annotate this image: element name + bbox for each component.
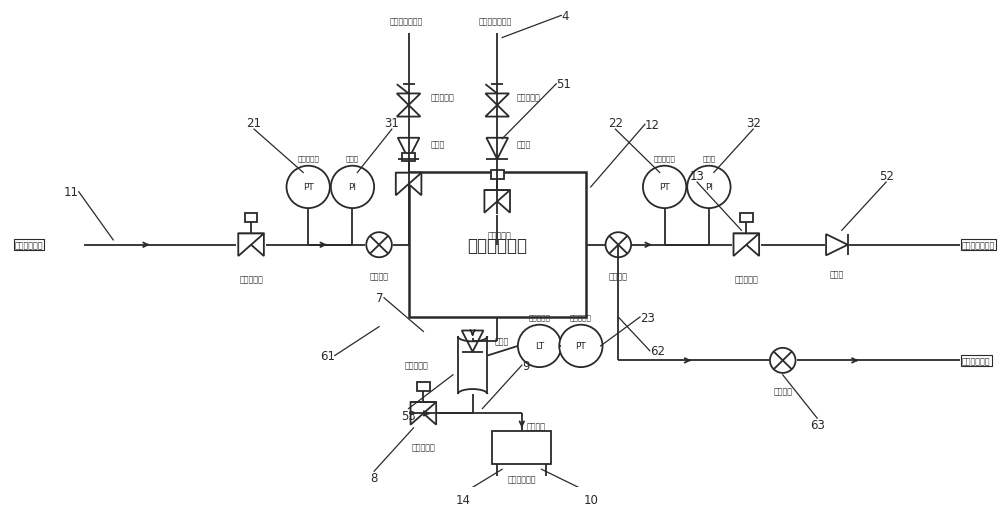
Text: 手动截止鄀: 手动截止鄀 (430, 93, 454, 103)
Polygon shape (396, 173, 421, 196)
Text: 气液分离器: 气液分离器 (405, 361, 428, 370)
Text: 10: 10 (583, 493, 598, 505)
Polygon shape (734, 234, 759, 257)
Text: PT: PT (576, 342, 586, 350)
Text: 7: 7 (376, 292, 384, 305)
Text: 压力变送器: 压力变送器 (297, 156, 319, 162)
Text: 8: 8 (370, 471, 378, 484)
Text: 手动球鄀: 手动球鄀 (609, 272, 628, 280)
Text: 单向鄀: 单向鄀 (430, 140, 445, 149)
Text: 吹扫置换气入口: 吹扫置换气入口 (479, 18, 512, 27)
Polygon shape (238, 234, 264, 257)
Text: 61: 61 (320, 349, 335, 362)
Text: 压力变送器: 压力变送器 (570, 314, 592, 321)
Text: LT: LT (535, 342, 544, 350)
Text: 31: 31 (384, 117, 399, 130)
Bar (409, 173, 586, 317)
Text: 51: 51 (556, 78, 571, 91)
Circle shape (770, 348, 796, 373)
Circle shape (643, 166, 686, 209)
Text: PT: PT (659, 183, 670, 192)
Text: PI: PI (348, 183, 356, 192)
Text: 62: 62 (650, 344, 665, 358)
Text: 12: 12 (645, 119, 660, 131)
Circle shape (287, 166, 330, 209)
Polygon shape (411, 402, 436, 425)
Text: 9: 9 (522, 359, 529, 372)
Text: 氢气分离装置: 氢气分离装置 (467, 236, 527, 254)
Circle shape (518, 325, 561, 368)
Text: 吹扫置换气入口: 吹扫置换气入口 (390, 18, 423, 27)
Polygon shape (238, 234, 264, 257)
Circle shape (559, 325, 603, 368)
Text: 14: 14 (455, 493, 470, 505)
Polygon shape (486, 138, 508, 160)
Text: 手动球鄀: 手动球鄀 (773, 387, 792, 396)
Text: PI: PI (705, 183, 713, 192)
Polygon shape (411, 402, 436, 425)
Text: 压力表: 压力表 (702, 156, 715, 162)
Text: 4: 4 (561, 10, 569, 23)
Text: 压力表: 压力表 (346, 156, 359, 162)
Text: 23: 23 (640, 311, 655, 324)
Text: 自动控制鄀: 自动控制鄀 (239, 274, 263, 283)
Circle shape (331, 166, 374, 209)
Polygon shape (484, 191, 510, 213)
Polygon shape (484, 191, 510, 213)
Text: 22: 22 (608, 117, 623, 130)
Text: 洗涤入口: 洗涤入口 (527, 422, 546, 431)
Text: 21: 21 (247, 117, 262, 130)
Text: 自动控制鄀: 自动控制鄀 (487, 231, 511, 240)
Text: 流量控制鄀: 流量控制鄀 (411, 443, 435, 451)
Circle shape (687, 166, 731, 209)
Circle shape (606, 233, 631, 258)
Text: 53: 53 (401, 409, 416, 422)
Text: 手动球鄀: 手动球鄀 (370, 272, 389, 280)
Polygon shape (398, 138, 419, 160)
Text: 手动截止鄀: 手动截止鄀 (517, 93, 541, 103)
Circle shape (366, 233, 392, 258)
Text: 自动控制鄀: 自动控制鄀 (734, 274, 758, 283)
Text: 高纯度氢气出口: 高纯度氢气出口 (962, 241, 995, 250)
Bar (402, 154, 415, 162)
Text: PT: PT (303, 183, 314, 192)
Bar (245, 214, 257, 223)
Polygon shape (826, 235, 848, 256)
Polygon shape (485, 94, 509, 106)
Text: 液位变送器: 液位变送器 (529, 314, 550, 321)
Bar (417, 382, 430, 391)
Text: 单向鄀: 单向鄀 (517, 140, 531, 149)
Bar (492, 431, 551, 465)
Bar (491, 171, 504, 179)
Polygon shape (734, 234, 759, 257)
Text: 高压氢气入口: 高压氢气入口 (15, 241, 43, 250)
Text: 洗涤收集装置: 洗涤收集装置 (508, 475, 536, 483)
Polygon shape (397, 94, 420, 106)
Polygon shape (396, 173, 421, 196)
Text: 63: 63 (810, 418, 825, 431)
Polygon shape (462, 331, 483, 352)
Text: 11: 11 (64, 186, 79, 199)
Text: 气体放散出口: 气体放散出口 (962, 356, 990, 365)
Polygon shape (397, 106, 420, 117)
Text: 32: 32 (746, 117, 761, 130)
Text: 压力变送器: 压力变送器 (654, 156, 676, 162)
Text: 单向鄀: 单向鄀 (494, 337, 509, 346)
Polygon shape (485, 106, 509, 117)
Text: 52: 52 (879, 170, 894, 183)
Bar (740, 214, 753, 223)
Text: 单向鄀: 单向鄀 (830, 270, 844, 279)
Text: 13: 13 (690, 170, 705, 183)
